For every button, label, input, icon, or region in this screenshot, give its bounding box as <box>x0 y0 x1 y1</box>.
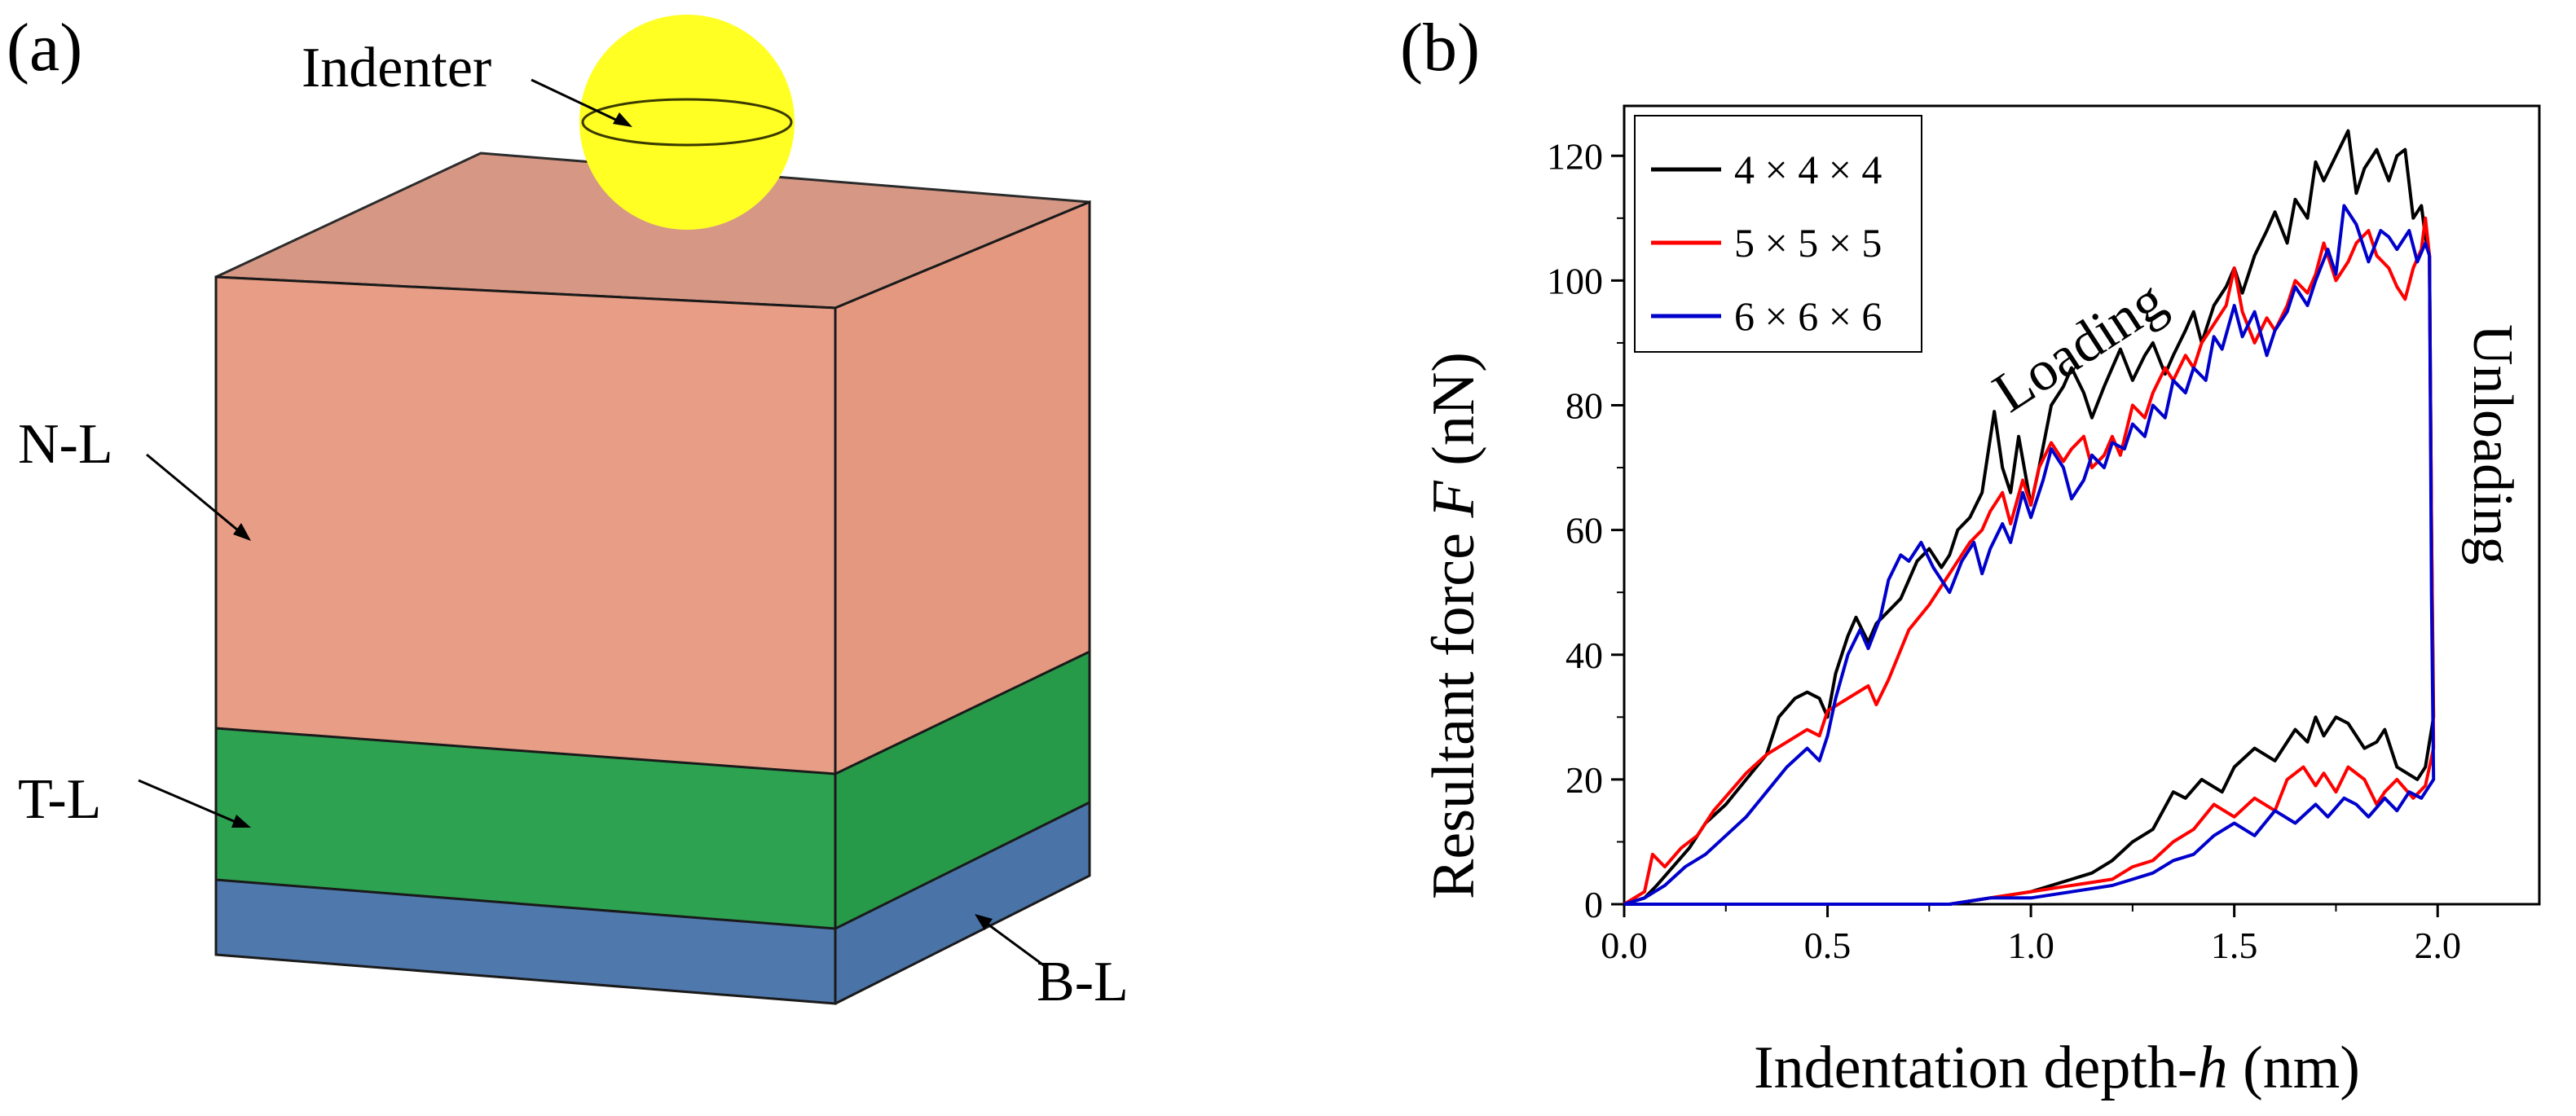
y-tick-label: 60 <box>1565 510 1603 551</box>
layer-label-n-l: N-L <box>18 413 113 476</box>
y-tick-label: 20 <box>1565 759 1603 801</box>
front-layer-t-l <box>216 728 835 929</box>
cube-side-outline <box>834 200 1091 1005</box>
indenter-label: Indenter <box>302 37 491 99</box>
side-layer-b-l <box>835 802 1090 1004</box>
annotation-unloading: Unloading <box>2461 324 2524 565</box>
side-layer-n-l <box>835 202 1090 774</box>
series-layer <box>1623 129 2436 906</box>
series-4x4x4-unloading-line <box>1624 255 2436 906</box>
y-tick-label: 120 <box>1547 135 1603 177</box>
x-tick-label: 0.5 <box>1804 925 1852 966</box>
b-l-arrow <box>975 914 1046 968</box>
series-6x6x6-unloading-line <box>1624 255 2436 906</box>
legend-item-6x6x6: 6 × 6 × 6 <box>1651 293 1882 339</box>
legend-box <box>1634 115 1922 353</box>
x-tick-label: 1.0 <box>2007 925 2054 966</box>
y-tick-label: 100 <box>1547 260 1603 301</box>
series-5x5x5-loading-line <box>1623 216 2432 906</box>
panel-b: (b) 0.0 0.5 1.0 1.5 2.0 0 20 40 60 80 100 120 Inde… <box>1400 10 2541 1101</box>
layer-label-t-l: T-L <box>18 768 101 831</box>
y-axis-title: Resultant force F (nN) <box>1420 352 1487 899</box>
series-6x6x6-loading-line <box>1623 204 2432 906</box>
legend-label-6x6x6: 6 × 6 × 6 <box>1734 293 1882 339</box>
legend-label-4x4x4: 4 × 4 × 4 <box>1734 147 1882 192</box>
y-tick-label: 80 <box>1565 385 1603 427</box>
front-layer-n-l <box>216 277 835 774</box>
panel-a-label: (a) <box>7 10 82 86</box>
x-tick-label: 2.0 <box>2414 925 2461 966</box>
indenter-arrow <box>531 78 632 127</box>
x-tick-label: 0.0 <box>1601 925 1648 966</box>
n-l-arrow <box>146 453 251 541</box>
y-tick-label: 0 <box>1584 884 1603 925</box>
legend-item-4x4x4: 4 × 4 × 4 <box>1651 147 1882 192</box>
legend-label-5x5x5: 5 × 5 × 5 <box>1734 220 1882 266</box>
series-5x5x5-unloading-line <box>1624 255 2436 906</box>
panel-a: (a) Indenter N-L T-L <box>7 10 1129 1013</box>
x-axis-title: Indentation depth-h (nm) <box>1754 1035 2360 1101</box>
y-axis-ticks: 0 20 40 60 80 100 120 <box>1547 135 1624 925</box>
panel-b-label: (b) <box>1400 10 1480 86</box>
legend-item-5x5x5: 5 × 5 × 5 <box>1651 220 1882 266</box>
series-4x4x4-loading-line <box>1623 129 2432 906</box>
x-axis-ticks: 0.0 0.5 1.0 1.5 2.0 <box>1601 904 2461 966</box>
front-layer-b-l <box>216 880 835 1004</box>
t-l-arrow <box>138 779 251 828</box>
layer-label-b-l: B-L <box>1037 951 1129 1013</box>
indenter-contact-ring <box>581 98 793 147</box>
y-tick-label: 40 <box>1565 635 1603 676</box>
x-tick-label: 1.5 <box>2211 925 2258 966</box>
legend: 4 × 4 × 4 5 × 5 × 5 6 × 6 × 6 <box>1634 115 1922 353</box>
side-layer-t-l <box>835 652 1090 929</box>
indenter-sphere <box>579 15 795 230</box>
